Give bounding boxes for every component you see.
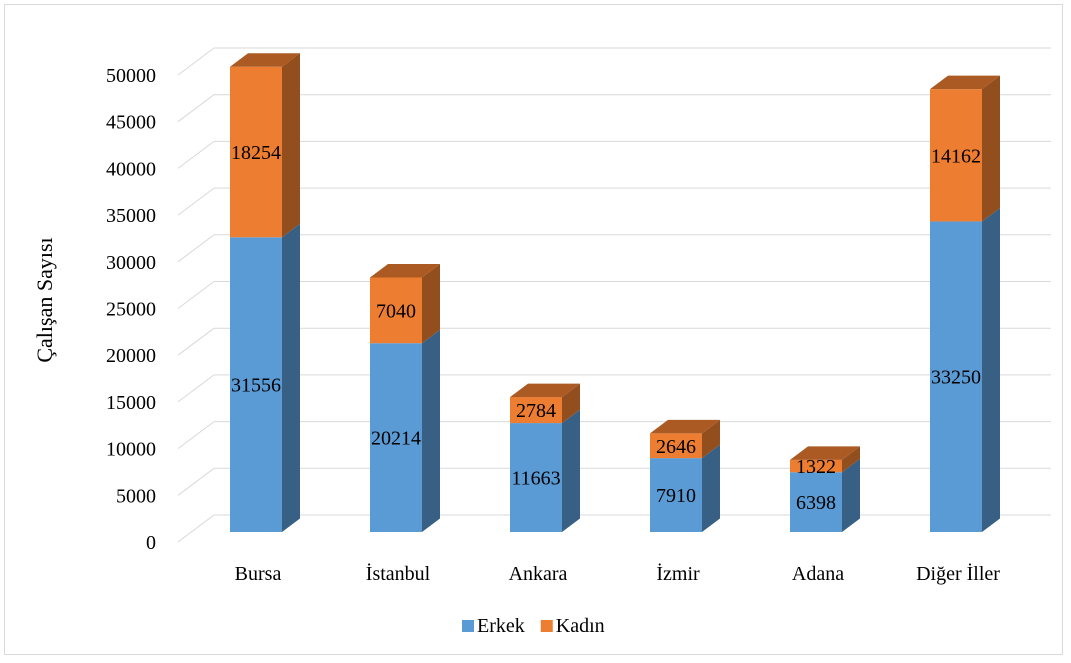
bar-top-face: [230, 53, 300, 67]
x-category-label: Adana: [792, 563, 844, 585]
x-category-label: İstanbul: [366, 562, 431, 585]
bars: 31556 18254 20214 7040 11663 2784 7910 2646 6398…: [230, 53, 1000, 532]
bar-front-face: [230, 237, 282, 532]
bar-segment: 2784: [510, 383, 580, 424]
legend-swatch: [540, 620, 553, 632]
bar-side-face: [982, 75, 1000, 222]
legend-label: Kadın: [556, 615, 605, 637]
y-tick-label: 20000: [106, 345, 156, 367]
bar-front-face: [230, 66, 282, 238]
grid-diagonal: [177, 327, 215, 356]
grid-diagonal: [177, 281, 215, 309]
bar-segment: 14162: [930, 75, 1000, 222]
bar-segment: 31556: [230, 223, 300, 532]
bar-segment: 20214: [370, 329, 440, 532]
data-label: 1322: [796, 456, 836, 478]
bar-side-face: [702, 419, 720, 459]
bar-side-face: [982, 207, 1000, 532]
data-label: 2784: [516, 400, 556, 422]
legend-label: Erkek: [477, 615, 525, 637]
grid-diagonal: [177, 234, 215, 263]
bar-top-face: [790, 446, 860, 460]
chart-frame: [4, 4, 1063, 655]
y-tick-label: 25000: [106, 299, 156, 321]
bar-side-face: [702, 444, 720, 532]
bar-side-face: [422, 263, 440, 344]
y-tick-label: 0: [146, 532, 156, 554]
bar-side-face: [422, 329, 440, 532]
bar-segment: 1322: [790, 446, 860, 478]
bar-front-face: [790, 472, 842, 532]
y-tick-label: 40000: [106, 158, 156, 180]
data-label: 18254: [231, 142, 281, 164]
bar-front-face: [370, 343, 422, 532]
x-category-label: Ankara: [509, 563, 568, 585]
grid-diagonal: [177, 140, 215, 169]
bar-front-face: [650, 458, 702, 532]
y-tick-label: 30000: [106, 252, 156, 274]
bar-segment: 18254: [230, 53, 300, 238]
bar-front-face: [790, 459, 842, 473]
data-label: 2646: [656, 436, 696, 458]
legend-swatch: [462, 620, 474, 632]
grid-diagonal: [177, 421, 215, 450]
grid-diagonal: [177, 467, 215, 496]
bar-front-face: [510, 423, 562, 532]
bar-side-face: [282, 223, 300, 532]
data-label: 11663: [511, 468, 560, 490]
data-label: 14162: [931, 145, 981, 167]
y-axis-ticks: 0 5000 10000 15000 20000 25000 30000 35000 40000…: [106, 65, 156, 554]
bar-front-face: [930, 221, 982, 532]
grid-diagonal: [177, 47, 215, 76]
x-axis-categories: Bursa İstanbul Ankara İzmir Adana Diğer İller: [235, 562, 1001, 585]
grid-diagonal: [177, 514, 215, 543]
bar-segment: 7040: [370, 263, 440, 344]
bar-front-face: [930, 89, 982, 222]
y-axis-label: Çalışan Sayısı: [32, 237, 57, 362]
bar-side-face: [562, 383, 580, 424]
grid-diagonal: [177, 94, 215, 123]
bar-segment: 2646: [650, 419, 720, 459]
bar-segment: 11663: [510, 409, 580, 532]
bar-side-face: [562, 409, 580, 532]
y-tick-label: 45000: [106, 112, 156, 134]
y-tick-label: 15000: [106, 392, 156, 414]
x-category-label: İzmir: [656, 562, 700, 585]
bar-front-face: [370, 277, 422, 344]
data-label: 33250: [931, 367, 981, 389]
bar-side-face: [842, 458, 860, 532]
grid-diagonal: [177, 187, 215, 216]
y-tick-label: 10000: [106, 439, 156, 461]
y-tick-label: 35000: [106, 205, 156, 227]
data-label: 20214: [371, 428, 421, 450]
x-category-label: Bursa: [235, 563, 282, 585]
bar-side-face: [842, 446, 860, 473]
grid-diagonal: [177, 374, 215, 403]
data-label: 6398: [796, 492, 836, 514]
bar-segment: 33250: [930, 207, 1000, 532]
bar-front-face: [510, 397, 562, 424]
bar-segment: 6398: [790, 458, 860, 532]
gridlines: [177, 47, 1051, 543]
data-label: 7910: [656, 485, 696, 507]
bar-segment: 7910: [650, 444, 720, 532]
bar-front-face: [650, 433, 702, 459]
bar-side-face: [282, 53, 300, 238]
data-label: 7040: [376, 300, 416, 322]
bar-top-face: [510, 383, 580, 398]
bar-top-face: [650, 419, 720, 434]
x-category-label: Diğer İller: [916, 562, 1000, 585]
bar-top-face: [370, 263, 440, 278]
y-tick-label: 5000: [116, 485, 156, 507]
data-label: 31556: [231, 375, 281, 397]
legend: Erkek Kadın: [462, 615, 605, 637]
y-tick-label: 50000: [106, 65, 156, 87]
bar-top-face: [930, 75, 1000, 90]
